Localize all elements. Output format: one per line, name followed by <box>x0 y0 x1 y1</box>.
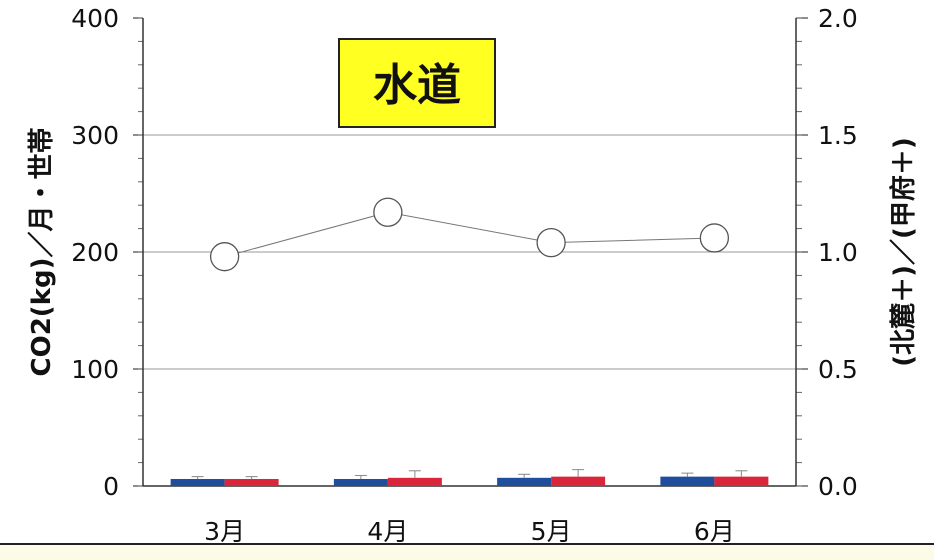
y-tick-label: 400 <box>71 4 119 33</box>
y2-tick-label: 1.5 <box>818 121 858 150</box>
bar <box>551 476 606 486</box>
bar <box>224 478 279 486</box>
bar <box>333 478 388 486</box>
ratio-marker <box>536 227 566 258</box>
y-axis-title: CO2(kg)／月・世帯 <box>27 128 57 377</box>
tick-labels: 400 2.0 300 1.5 200 1.0 100 0.5 0 0.0 3月 4月 5月 6月 <box>71 4 857 546</box>
ratio-marker <box>209 242 240 272</box>
bars <box>170 469 769 486</box>
x-tick-label: 4月 <box>367 517 408 546</box>
y2-tick-label: 2.0 <box>818 4 858 33</box>
bottom-band <box>0 543 934 560</box>
y-tick-label: 0 <box>103 472 119 501</box>
y-tick-label: 200 <box>71 238 119 267</box>
y-tick-label: 100 <box>71 355 119 384</box>
chart-title: 水道 <box>373 60 461 111</box>
chart-title-badge: 水道 <box>338 38 496 128</box>
ratio-marker <box>699 223 730 253</box>
bar <box>714 476 769 486</box>
y-tick-label: 300 <box>71 121 119 150</box>
bar <box>497 477 552 486</box>
title-badge-background <box>338 38 496 128</box>
bar <box>170 478 225 486</box>
bar <box>387 477 442 486</box>
x-tick-label: 6月 <box>694 517 735 546</box>
ratio-marker <box>373 197 403 227</box>
ratio-polyline <box>224 211 715 258</box>
y2-axis-title: (北麓＋)／(甲府＋) <box>888 137 919 367</box>
x-tick-label: 3月 <box>204 517 245 546</box>
ratio-line <box>209 197 730 272</box>
axes <box>133 17 808 487</box>
y2-tick-label: 0.5 <box>818 355 858 384</box>
bar <box>660 476 715 486</box>
y2-tick-label: 0.0 <box>818 472 858 501</box>
x-tick-label: 5月 <box>531 517 572 546</box>
grid <box>143 134 796 370</box>
y2-tick-label: 1.0 <box>818 238 858 267</box>
